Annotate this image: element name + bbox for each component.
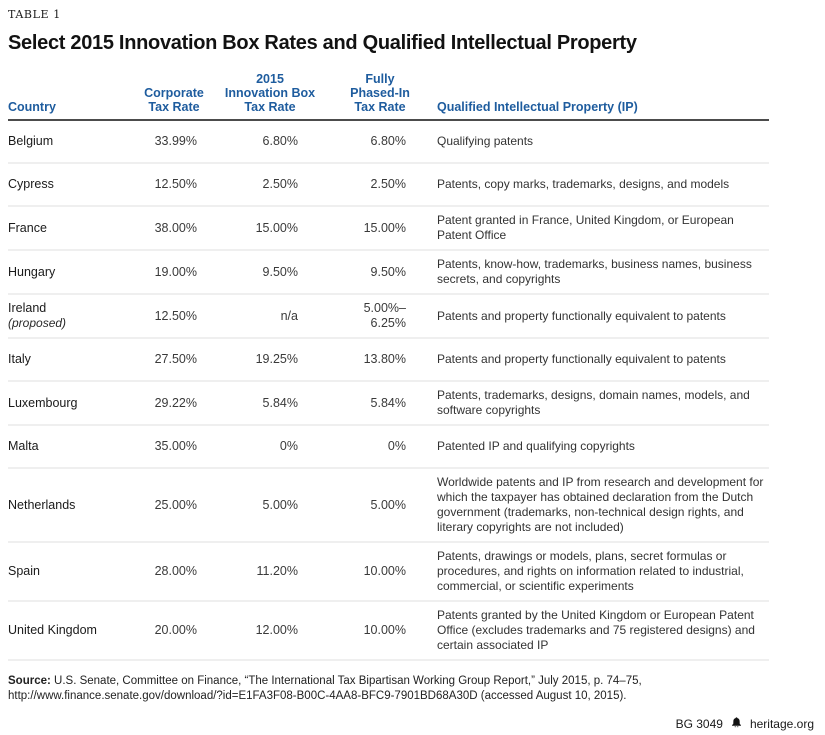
page-footer: BG 3049 heritage.org bbox=[8, 716, 814, 732]
qualified-ip-text: Patents granted by the United Kingdom or… bbox=[430, 600, 769, 661]
table-row: Italy 27.50% 19.25% 13.80% Patents and p… bbox=[8, 337, 769, 381]
publisher-site: heritage.org bbox=[749, 717, 814, 731]
phased-in-rate: 10.00% bbox=[330, 541, 430, 601]
document-id: BG 3049 bbox=[675, 717, 723, 731]
country-name: Ireland bbox=[8, 301, 47, 315]
liberty-bell-icon bbox=[730, 716, 743, 732]
phased-in-rate: 5.00% bbox=[330, 467, 430, 542]
qualified-ip-text: Patents, drawings or models, plans, secr… bbox=[430, 541, 769, 601]
innovation-box-rate: 11.20% bbox=[210, 541, 330, 601]
country-name: Italy bbox=[8, 352, 31, 366]
table-row: Luxembourg 29.22% 5.84% 5.84% Patents, t… bbox=[8, 380, 769, 425]
qualified-ip-text: Patented IP and qualifying copyrights bbox=[430, 424, 769, 468]
col-header-country: Country bbox=[8, 72, 138, 121]
table-row: Cypress 12.50% 2.50% 2.50% Patents, copy… bbox=[8, 162, 769, 206]
col-header-qualified-ip: Qualified Intellectual Property (IP) bbox=[430, 72, 769, 121]
corporate-tax-rate: 12.50% bbox=[138, 162, 210, 206]
source-url: http://www.finance.senate.gov/download/?… bbox=[8, 690, 627, 702]
innovation-box-rate: 15.00% bbox=[210, 205, 330, 250]
innovation-box-rate: 2.50% bbox=[210, 162, 330, 206]
col-header-corporate-tax-rate: Corporate Tax Rate bbox=[138, 72, 210, 121]
innovation-box-rate: n/a bbox=[210, 293, 330, 338]
corporate-tax-rate: 27.50% bbox=[138, 337, 210, 381]
table-number-label: TABLE 1 bbox=[8, 8, 61, 21]
corporate-tax-rate: 35.00% bbox=[138, 424, 210, 468]
corporate-tax-rate: 28.00% bbox=[138, 541, 210, 601]
source-citation: U.S. Senate, Committee on Finance, “The … bbox=[50, 675, 642, 687]
table-header-row: Country Corporate Tax Rate 2015 Innovati… bbox=[8, 72, 769, 121]
country-name: Cypress bbox=[8, 177, 54, 191]
source-label: Source: bbox=[8, 675, 51, 687]
country-name: Spain bbox=[8, 564, 40, 578]
table-row: Ireland (proposed) 12.50% n/a 5.00%– 6.25… bbox=[8, 293, 769, 338]
phased-in-rate: 2.50% bbox=[330, 162, 430, 206]
corporate-tax-rate: 19.00% bbox=[138, 249, 210, 294]
phased-in-rate: 10.00% bbox=[330, 600, 430, 661]
country-name: Malta bbox=[8, 439, 39, 453]
country-name: Hungary bbox=[8, 264, 56, 279]
col-header-innovation-box-tax-rate: 2015 Innovation Box Tax Rate bbox=[210, 72, 330, 121]
corporate-tax-rate: 38.00% bbox=[138, 205, 210, 250]
country-name: Netherlands bbox=[8, 497, 76, 512]
country-name: France bbox=[8, 220, 47, 235]
source-note: Source: U.S. Senate, Committee on Financ… bbox=[8, 674, 769, 704]
innovation-box-rate: 5.84% bbox=[210, 380, 330, 425]
innovation-box-table: Country Corporate Tax Rate 2015 Innovati… bbox=[8, 72, 769, 661]
table-row: France 38.00% 15.00% 15.00% Patent grant… bbox=[8, 205, 769, 250]
country-name: Belgium bbox=[8, 134, 54, 148]
qualified-ip-text: Patents and property functionally equiva… bbox=[430, 337, 769, 381]
innovation-box-rate: 0% bbox=[210, 424, 330, 468]
phased-in-rate: 13.80% bbox=[330, 337, 430, 381]
phased-in-rate: 9.50% bbox=[330, 249, 430, 294]
innovation-box-rate: 6.80% bbox=[262, 134, 298, 148]
country-name: Luxembourg bbox=[8, 395, 78, 410]
phased-in-rate: 5.84% bbox=[330, 380, 430, 425]
innovation-box-rate: 19.25% bbox=[210, 337, 330, 381]
innovation-box-rate: 12.00% bbox=[210, 600, 330, 661]
col-header-fully-phased-in-tax-rate: Fully Phased-In Tax Rate bbox=[330, 72, 430, 121]
innovation-box-rate: 5.00% bbox=[210, 467, 330, 542]
corporate-tax-rate: 20.00% bbox=[138, 600, 210, 661]
qualified-ip-text: Patents, trademarks, designs, domain nam… bbox=[430, 380, 769, 425]
innovation-box-rate: 9.50% bbox=[210, 249, 330, 294]
corporate-tax-rate: 12.50% bbox=[138, 293, 210, 338]
page-title: Select 2015 Innovation Box Rates and Qua… bbox=[8, 32, 637, 54]
country-name: United Kingdom bbox=[8, 623, 97, 637]
phased-in-rate: 6.80% bbox=[370, 134, 406, 148]
table-row: United Kingdom 20.00% 12.00% 10.00% Pate… bbox=[8, 600, 769, 661]
table-row: Netherlands 25.00% 5.00% 5.00% Worldwide… bbox=[8, 467, 769, 542]
corporate-tax-rate: 25.00% bbox=[138, 467, 210, 542]
phased-in-rate: 5.00%– 6.25% bbox=[330, 293, 430, 338]
qualified-ip-text: Patent granted in France, United Kingdom… bbox=[430, 205, 769, 250]
qualified-ip-text: Worldwide patents and IP from research a… bbox=[430, 467, 769, 542]
table-row: Malta 35.00% 0% 0% Patented IP and quali… bbox=[8, 424, 769, 468]
table-row: Hungary 19.00% 9.50% 9.50% Patents, know… bbox=[8, 249, 769, 294]
table-row: Belgium 33.99% 6.80% 6.80% Qualifying pa… bbox=[8, 120, 769, 163]
country-note: (proposed) bbox=[8, 316, 67, 330]
table-row: Spain 28.00% 11.20% 10.00% Patents, draw… bbox=[8, 541, 769, 601]
phased-in-rate: 0% bbox=[330, 424, 430, 468]
qualified-ip-text: Patents and property functionally equiva… bbox=[430, 293, 769, 338]
phased-in-rate: 15.00% bbox=[330, 205, 430, 250]
qualified-ip-text: Qualifying patents bbox=[437, 134, 534, 148]
corporate-tax-rate: 33.99% bbox=[154, 134, 197, 148]
qualified-ip-text: Patents, copy marks, trademarks, designs… bbox=[430, 162, 769, 206]
qualified-ip-text: Patents, know-how, trademarks, business … bbox=[430, 249, 769, 294]
corporate-tax-rate: 29.22% bbox=[138, 380, 210, 425]
